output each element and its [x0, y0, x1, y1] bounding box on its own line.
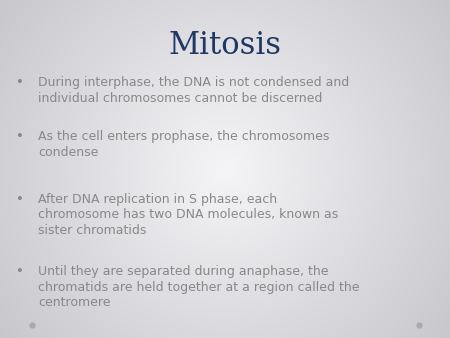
Text: •: • [16, 193, 24, 206]
Text: •: • [16, 265, 24, 278]
Text: Until they are separated during anaphase, the
chromatids are held together at a : Until they are separated during anaphase… [38, 265, 360, 309]
Text: •: • [16, 130, 24, 143]
Text: During interphase, the DNA is not condensed and
individual chromosomes cannot be: During interphase, the DNA is not conden… [38, 76, 350, 104]
Text: •: • [16, 76, 24, 89]
Text: As the cell enters prophase, the chromosomes
condense: As the cell enters prophase, the chromos… [38, 130, 329, 159]
Text: Mitosis: Mitosis [168, 30, 282, 62]
Text: After DNA replication in S phase, each
chromosome has two DNA molecules, known a: After DNA replication in S phase, each c… [38, 193, 338, 237]
